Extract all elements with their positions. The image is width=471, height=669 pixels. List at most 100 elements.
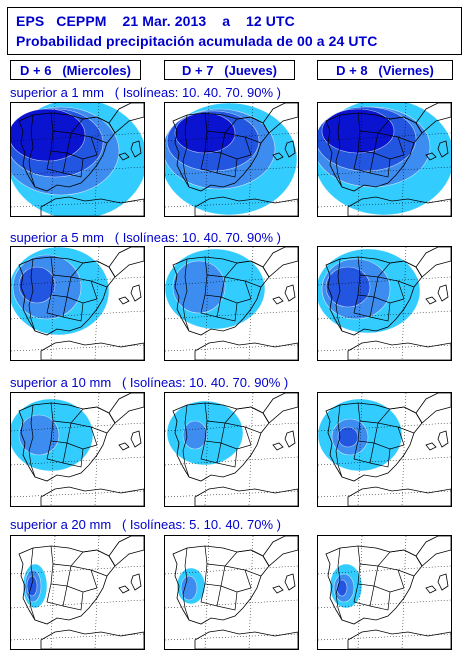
region-border bbox=[28, 404, 36, 478]
probability-area-prob-high bbox=[337, 580, 347, 596]
coastline bbox=[236, 103, 298, 134]
probability-area-prob-mid bbox=[173, 261, 225, 313]
region-border bbox=[50, 112, 84, 134]
coastline bbox=[194, 629, 298, 649]
region-border bbox=[28, 547, 36, 621]
graticule-line bbox=[357, 103, 363, 216]
region-border bbox=[62, 302, 84, 322]
graticule-line bbox=[357, 536, 363, 649]
region-border bbox=[204, 112, 238, 134]
graticule-line bbox=[401, 393, 407, 506]
coastline bbox=[40, 486, 144, 506]
coastline bbox=[347, 486, 451, 506]
header-title: EPS CEPPM 21 Mar. 2013 a 12 UTC bbox=[16, 13, 295, 29]
graticule-line bbox=[318, 633, 451, 641]
coastline bbox=[272, 585, 284, 594]
map-svg bbox=[165, 247, 298, 360]
isoline bbox=[166, 110, 260, 172]
map-svg bbox=[318, 536, 451, 649]
coastline bbox=[194, 486, 298, 506]
region-border bbox=[244, 569, 262, 577]
coastline bbox=[389, 536, 451, 567]
coastline bbox=[172, 545, 270, 625]
coastline bbox=[284, 573, 296, 591]
region-border bbox=[50, 402, 84, 424]
isoline bbox=[336, 579, 348, 597]
isoline bbox=[176, 567, 206, 605]
graticule-line bbox=[11, 490, 144, 498]
graticule-line bbox=[165, 490, 298, 498]
coastline bbox=[425, 442, 437, 451]
region-border bbox=[216, 591, 238, 611]
region-border bbox=[50, 130, 72, 154]
map-panel-1mm-d8 bbox=[317, 102, 452, 217]
graticule-line bbox=[50, 247, 56, 360]
coastline bbox=[437, 140, 449, 158]
graticule-line bbox=[165, 565, 298, 575]
graticule-line bbox=[204, 247, 210, 360]
isoline bbox=[18, 266, 56, 304]
coastline bbox=[437, 284, 449, 302]
isoline bbox=[11, 108, 86, 162]
region-border bbox=[204, 274, 226, 298]
graticule-line bbox=[165, 166, 298, 176]
isoline bbox=[11, 398, 94, 472]
probability-area-prob-mid bbox=[19, 415, 59, 455]
coastline bbox=[82, 247, 144, 278]
region-border bbox=[216, 158, 238, 178]
graticule-line bbox=[318, 132, 451, 142]
region-border bbox=[369, 591, 391, 611]
probability-area-prob-mid bbox=[183, 421, 207, 449]
coastline bbox=[437, 430, 449, 448]
graticule-line bbox=[94, 247, 100, 360]
region-border bbox=[357, 420, 379, 444]
graticule-line bbox=[165, 344, 298, 352]
coastline bbox=[130, 430, 142, 448]
isoline bbox=[331, 418, 369, 456]
map-panel-5mm-d6 bbox=[10, 246, 145, 361]
coastline bbox=[437, 573, 449, 591]
coastline bbox=[389, 103, 451, 134]
graticule-line bbox=[11, 633, 144, 641]
day-label-d7: D + 7 (Jueves) bbox=[164, 60, 295, 80]
map-panel-5mm-d8 bbox=[317, 246, 452, 361]
region-border bbox=[204, 130, 226, 154]
region-border bbox=[200, 440, 222, 464]
region-border bbox=[204, 256, 238, 278]
region-border bbox=[397, 569, 415, 577]
map-panel-10mm-d8 bbox=[317, 392, 452, 507]
region-border bbox=[50, 563, 72, 587]
map-svg bbox=[318, 103, 451, 216]
isoline bbox=[165, 248, 266, 330]
isoline bbox=[318, 398, 403, 472]
region-border bbox=[377, 565, 405, 589]
region-border bbox=[244, 280, 262, 288]
region-border bbox=[244, 426, 262, 434]
graticule-line bbox=[165, 200, 298, 208]
region-border bbox=[204, 545, 238, 567]
region-border bbox=[335, 547, 343, 621]
isoline bbox=[11, 106, 120, 196]
region-border bbox=[357, 274, 379, 298]
graticule-line bbox=[204, 103, 210, 216]
region-border bbox=[50, 274, 72, 298]
region-border bbox=[50, 420, 72, 444]
region-border bbox=[90, 569, 108, 577]
coastline bbox=[118, 296, 130, 305]
graticule-line bbox=[94, 103, 100, 216]
map-panel-10mm-d6 bbox=[10, 392, 145, 507]
graticule-line bbox=[318, 599, 451, 609]
coastline bbox=[236, 393, 298, 424]
isoline bbox=[166, 400, 244, 466]
row-caption-10mm: superior a 10 mm ( Isolíneas: 10. 40. 70… bbox=[10, 375, 289, 390]
region-border bbox=[369, 302, 391, 322]
region-border bbox=[182, 114, 190, 188]
coastline bbox=[347, 340, 451, 360]
coastline bbox=[347, 629, 451, 649]
coastline bbox=[82, 536, 144, 567]
graticule-line bbox=[165, 422, 298, 432]
region-border bbox=[90, 136, 108, 144]
coastline bbox=[18, 402, 116, 482]
coastline bbox=[172, 256, 270, 336]
